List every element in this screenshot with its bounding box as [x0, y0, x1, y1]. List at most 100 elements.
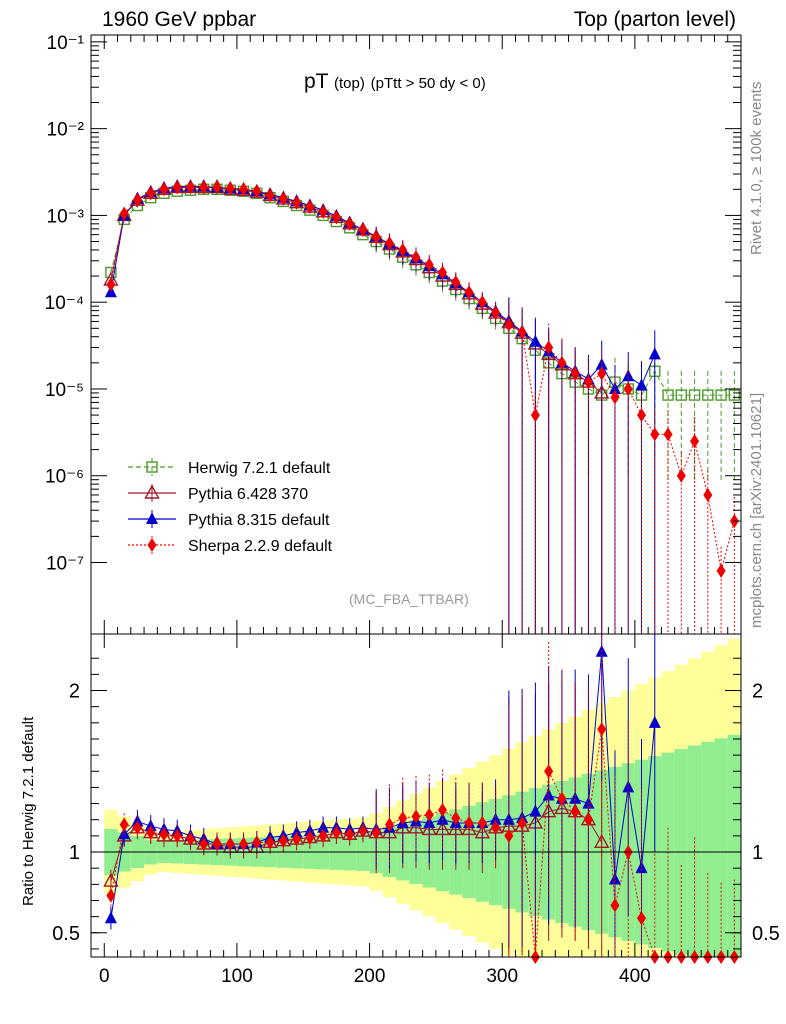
data-point: [477, 295, 487, 310]
data-point: [676, 468, 686, 483]
data-point: [583, 375, 593, 390]
plot-title-main: pT: [304, 70, 329, 93]
ratio-point: [199, 836, 209, 851]
data-point: [424, 257, 434, 272]
ratio-point: [637, 911, 647, 926]
series-1: [103, 178, 610, 634]
ratio-point: [622, 780, 635, 793]
header-left: 1960 GeV ppbar: [102, 8, 257, 31]
band-inner: [714, 738, 728, 957]
ratio-series-2: [106, 634, 739, 964]
ratio-point: [398, 811, 408, 826]
ratio-point: [544, 764, 554, 779]
data-point: [637, 408, 647, 423]
plot-title-sub1: (top): [333, 75, 365, 92]
legend-marker: [144, 484, 160, 499]
data-point: [106, 277, 116, 292]
data-point: [172, 180, 182, 195]
x-tick-label: 200: [354, 966, 386, 987]
ratio-point: [159, 827, 169, 842]
ratio-point: [423, 815, 436, 828]
ratio-point: [557, 791, 567, 806]
ratio-point: [146, 825, 156, 840]
data-point: [132, 193, 142, 208]
data-point: [398, 242, 408, 257]
ratio-point: [424, 807, 434, 822]
data-point: [331, 210, 341, 225]
legend-label: Sherpa 2.2.9 default: [188, 538, 333, 555]
ratio-point: [131, 814, 144, 827]
data-point: [544, 340, 554, 355]
ratio-point: [517, 815, 527, 830]
data-point: [662, 389, 674, 401]
data-point: [595, 357, 608, 370]
ratio-point: [305, 830, 315, 845]
y-tick-label: 10⁻⁷: [46, 554, 84, 575]
data-point: [159, 182, 169, 197]
x-tick-label: 300: [486, 966, 518, 987]
ratio-point: [610, 898, 620, 913]
ratio-point: [569, 791, 582, 804]
data-point: [119, 206, 129, 221]
data-point: [212, 180, 222, 195]
ratio-point: [529, 804, 542, 817]
data-point: [517, 325, 527, 340]
data-point: [358, 222, 368, 237]
ratio-point: [648, 715, 661, 728]
data-point: [597, 366, 607, 381]
y-tick-label: 10⁻⁴: [45, 293, 84, 314]
ratio-frame: [90, 633, 742, 958]
series-line: [110, 186, 735, 572]
ratio-point: [318, 828, 328, 843]
ratio-point: [438, 803, 448, 818]
data-point: [688, 389, 701, 401]
data-point: [345, 216, 355, 231]
ratio-point: [345, 827, 355, 842]
legend-label: Pythia 6.428 370: [188, 486, 308, 503]
series-line: [110, 188, 735, 396]
data-point: [675, 389, 688, 401]
legend-marker: [146, 461, 158, 473]
ratio-point: [411, 809, 421, 824]
ratio-point: [451, 811, 461, 826]
header-right: Top (parton level): [573, 8, 736, 31]
data-point: [318, 204, 328, 219]
ratio-point: [172, 828, 182, 843]
ratio-point: [104, 911, 117, 924]
ratio-point: [504, 828, 514, 843]
ratio-point: [132, 820, 142, 835]
plot-title: pT (top) (pTtt > 50 dy < 0): [304, 70, 486, 94]
data-point: [491, 306, 501, 321]
x-tick-label: 0: [99, 966, 110, 987]
series-3: [106, 180, 739, 634]
data-point: [529, 334, 542, 347]
ratio-point: [477, 815, 487, 830]
data-point: [716, 563, 726, 578]
series-0: [105, 183, 741, 482]
data-point: [411, 250, 421, 265]
ratio-point: [119, 817, 129, 832]
y-tick-label: 10⁻²: [47, 120, 85, 141]
data-point: [623, 381, 633, 396]
ratio-point: [239, 836, 249, 851]
ratio-point: [635, 861, 648, 874]
data-point: [438, 265, 448, 280]
band-inner: [701, 741, 715, 957]
data-point: [530, 408, 540, 423]
data-point: [648, 347, 661, 360]
ratio-point: [489, 812, 502, 825]
data-point: [464, 285, 474, 300]
ratio-point: [583, 812, 593, 827]
axes: 0 100 200 300 400 10⁻⁷ 10⁻⁶ 10⁻⁵ 10⁻⁴ 10⁻³ 10⁻² 10⁻…: [45, 33, 780, 987]
data-point: [635, 378, 648, 391]
data-point: [728, 389, 741, 401]
ratio-point: [185, 832, 195, 847]
y-tick-label: 10⁻⁶: [45, 467, 84, 488]
ratio-point: [252, 835, 262, 850]
ratio-point: [144, 819, 157, 832]
ratio-y-tick-label-right: 2: [752, 681, 763, 703]
data-point: [451, 275, 461, 290]
data-point: [610, 390, 620, 405]
ratio-y-tick-label-right: 0.5: [752, 923, 780, 945]
